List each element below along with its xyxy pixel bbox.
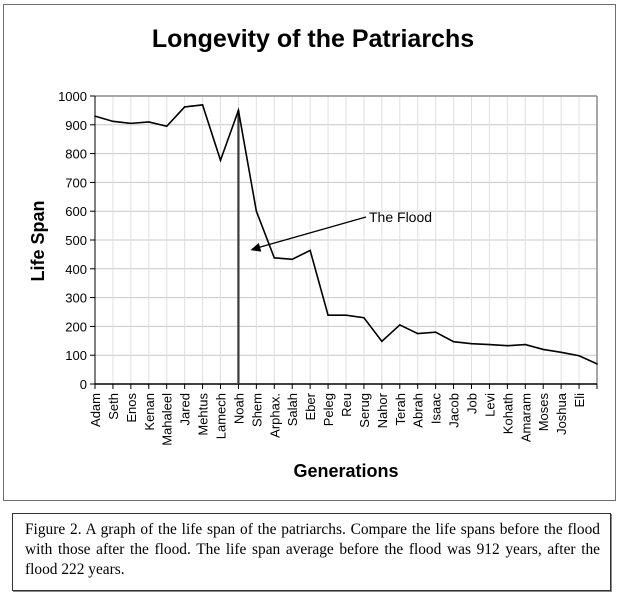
x-tick-label: Mahaleel — [160, 393, 175, 446]
data-point — [470, 342, 473, 345]
data-point — [327, 314, 329, 316]
grid — [95, 96, 597, 384]
data-point — [255, 210, 258, 212]
x-tick-label: Levi — [482, 393, 497, 417]
y-tick-label: 100 — [65, 348, 87, 363]
data-point — [130, 122, 132, 125]
x-tick-labels: Adam Seth Enos Kenan Mahaleel Jared Mehtus Lame… — [88, 392, 587, 446]
y-tick-label: 800 — [65, 147, 87, 162]
x-tick-label: Abrah — [411, 393, 426, 428]
data-point — [219, 159, 222, 162]
chart-frame: Longevity of the Patriarchs 0 100 200 300 40… — [3, 4, 616, 501]
data-point — [596, 363, 598, 365]
y-axis-title: Life Span — [28, 200, 48, 281]
x-tick-label: Job — [465, 393, 480, 414]
x-tick-label: Lamech — [214, 393, 229, 439]
axes — [90, 95, 598, 389]
y-tick-label: 600 — [65, 204, 87, 219]
y-tick-label: 500 — [65, 233, 87, 248]
data-point — [309, 249, 311, 252]
y-tick-label: 0 — [80, 377, 87, 392]
x-tick-label: Jared — [178, 393, 193, 426]
data-point — [542, 348, 545, 351]
data-point — [398, 324, 401, 326]
x-tick-label: Enos — [124, 393, 139, 423]
x-tick-label: Mehtus — [196, 393, 211, 436]
chart: Longevity of the Patriarchs 0 100 200 300 40… — [28, 25, 598, 481]
annotations: The Flood — [237, 110, 432, 384]
x-tick-label: Isaac — [429, 393, 444, 425]
data-point — [345, 314, 347, 316]
x-tick-label: Peleg — [321, 393, 336, 426]
x-tick-label: Arphax. — [267, 393, 282, 438]
data-point — [363, 316, 365, 319]
data-point — [147, 121, 150, 123]
data-point — [201, 104, 204, 106]
x-tick-label: Shem — [249, 393, 264, 427]
x-tick-label: Serug — [357, 393, 372, 428]
flood-arrow-head-icon — [250, 243, 262, 252]
x-tick-label: Reu — [339, 393, 354, 417]
data-point — [506, 344, 509, 347]
data-point — [524, 343, 527, 346]
x-tick-label: Joshua — [554, 392, 569, 435]
y-tick-label: 700 — [65, 175, 87, 190]
caption-text: Figure 2. A graph of the life span of th… — [25, 521, 600, 578]
x-tick-label: Seth — [106, 393, 121, 420]
x-tick-label: Nahor — [375, 392, 390, 428]
y-tick-label: 1000 — [58, 89, 87, 104]
x-tick-label: Moses — [536, 393, 551, 432]
data-point — [112, 120, 114, 123]
data-point — [434, 331, 437, 333]
x-axis-title: Generations — [293, 461, 398, 481]
x-tick-label: Eber — [303, 392, 318, 420]
y-tick-label: 200 — [65, 319, 87, 334]
data-point — [165, 125, 168, 128]
x-tick-label: Kenan — [142, 393, 157, 431]
chart-title: Longevity of the Patriarchs — [152, 25, 474, 53]
x-tick-label: Amaram — [518, 393, 533, 442]
data-point — [237, 109, 240, 112]
y-tick-label: 300 — [65, 291, 87, 306]
data-point — [94, 115, 96, 117]
x-tick-label: Salah — [285, 393, 300, 426]
flood-arrow-line — [256, 216, 367, 249]
data-point — [560, 351, 562, 354]
x-tick-label: Kohath — [500, 393, 515, 434]
x-tick-label: Adam — [88, 393, 103, 427]
x-tick-label: Noah — [231, 393, 246, 424]
series-layer — [94, 104, 598, 365]
data-point — [183, 106, 186, 108]
x-tick-label: Eli — [572, 393, 587, 408]
data-point — [452, 340, 455, 343]
x-tick-label: Terah — [393, 393, 408, 426]
y-tick-label: 900 — [65, 118, 87, 133]
data-point — [488, 343, 491, 346]
data-point — [578, 354, 580, 357]
data-point — [416, 332, 419, 335]
y-tick-labels: 0 100 200 300 400 500 600 700 800 900 1000 — [58, 89, 87, 392]
x-tick-label: Jacob — [447, 393, 462, 428]
data-point — [291, 258, 294, 261]
y-tick-label: 400 — [65, 262, 87, 277]
data-point — [381, 340, 383, 343]
flood-annotation-label: The Flood — [369, 209, 432, 225]
figure-caption: Figure 2. A graph of the life span of th… — [12, 513, 611, 591]
data-point — [273, 257, 276, 259]
